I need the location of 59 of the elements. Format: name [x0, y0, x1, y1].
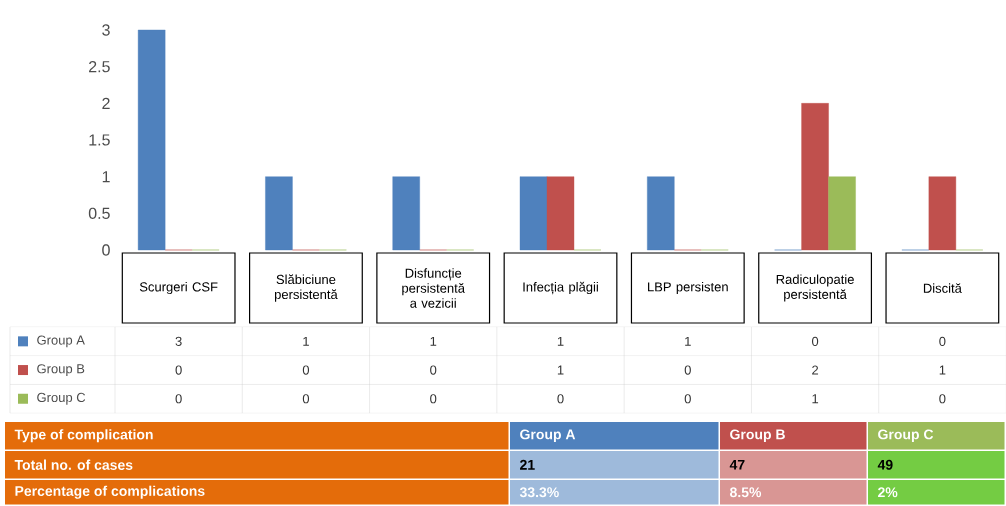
data-label: 1: [557, 336, 564, 346]
y-tick-label: 1: [102, 171, 110, 183]
data-label: 0: [939, 394, 946, 404]
data-label: 1: [430, 336, 437, 346]
data-label: 0: [430, 394, 437, 404]
data-label: 0: [684, 365, 691, 375]
x-tick-label: Radiculopatie persistentă: [776, 274, 854, 302]
bar: [801, 103, 829, 251]
data-label: 0: [684, 394, 691, 404]
text: Group B: [730, 429, 785, 443]
bar: [647, 176, 675, 251]
data-label: 0: [175, 394, 182, 404]
x-tick-label: Infecția plăgii: [523, 281, 598, 295]
data-label: 1: [685, 336, 691, 346]
data-label: 1: [939, 365, 946, 375]
data-label: 1: [812, 394, 819, 404]
text: 33.3%: [519, 487, 559, 498]
text: 49: [877, 459, 893, 470]
x-tick-label: Slăbiciune persistentă: [274, 274, 338, 302]
text: Group A: [520, 429, 576, 443]
data-label: 0: [811, 336, 819, 346]
text: Percentage of complications: [15, 485, 205, 499]
text: 2%: [878, 487, 898, 498]
x-tick-label: Scurgeri CSF: [139, 281, 218, 295]
y-tick-label: 2.5: [89, 61, 110, 73]
data-label: 2: [812, 365, 819, 375]
data-label: 1: [303, 336, 309, 346]
y-tick-label: 0.5: [88, 207, 110, 219]
y-tick-label: 2: [102, 97, 110, 109]
data-label: 0: [557, 394, 564, 404]
data-label: 0: [302, 394, 310, 404]
bar: [546, 176, 575, 251]
text: Group C: [878, 429, 934, 443]
x-tick-label: Discită: [923, 283, 962, 293]
legend-label: Group C: [37, 392, 86, 405]
legend-label: Group A: [37, 335, 85, 348]
data-label: 0: [939, 336, 946, 346]
bar: [519, 176, 548, 251]
bar: [137, 29, 166, 251]
text: 21: [520, 459, 535, 470]
bar: [928, 176, 957, 251]
data-label: 0: [302, 365, 310, 375]
data-label: 0: [175, 365, 182, 375]
bar: [265, 176, 293, 251]
text: 47: [729, 459, 745, 470]
bar: [392, 176, 420, 251]
text: Type of complication: [14, 429, 153, 443]
y-tick-label: 1.5: [89, 134, 110, 146]
y-tick-label: 3: [102, 24, 110, 36]
legend-label: Group B: [37, 364, 85, 376]
bar: [828, 176, 856, 251]
text: 8.5%: [729, 487, 762, 498]
text: Total no. of cases: [14, 459, 133, 470]
data-label: 3: [175, 336, 182, 346]
data-label: 1: [557, 365, 564, 375]
x-tick-label: LBP persisten: [648, 281, 728, 295]
data-label: 0: [430, 365, 437, 375]
y-tick-label: 0: [102, 244, 110, 256]
x-tick-label: Disfuncție persistentă a vezicii: [402, 268, 466, 308]
